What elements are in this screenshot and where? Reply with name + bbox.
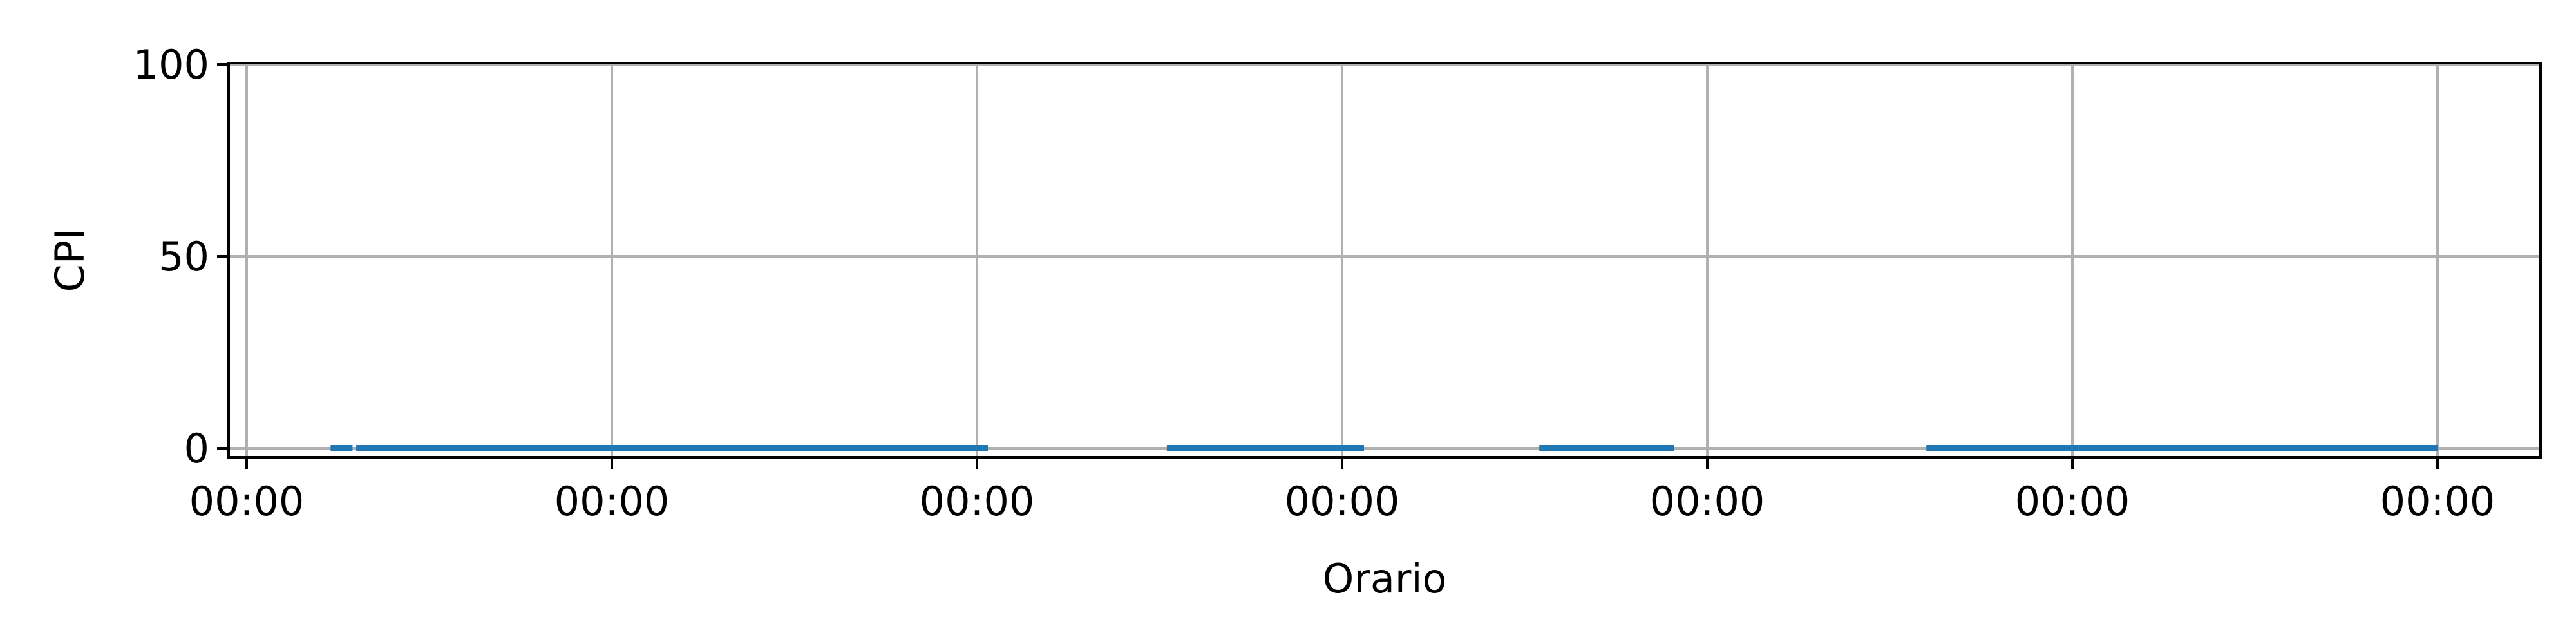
x-tick-label: 00:00	[554, 478, 670, 525]
y-tick-label: 100	[133, 41, 209, 88]
x-tick-label: 00:00	[1285, 478, 1400, 525]
y-tick-label: 0	[184, 425, 209, 472]
x-tick-label: 00:00	[189, 478, 305, 525]
x-tick-label: 00:00	[2380, 478, 2496, 525]
grid	[229, 63, 2541, 457]
y-axis-label: CPI	[46, 229, 93, 292]
y-tick-label: 50	[158, 233, 209, 280]
x-tick-label: 00:00	[2015, 478, 2130, 525]
plot-frame	[227, 62, 2542, 459]
x-tick-label: 00:00	[920, 478, 1035, 525]
ticks: 00:00 00:00 00:00 00:00 00:00 00:00 00:00 0 50 10…	[133, 41, 2496, 525]
x-tick-label: 00:00	[1650, 478, 1765, 525]
x-axis-label: Orario	[1323, 555, 1447, 602]
